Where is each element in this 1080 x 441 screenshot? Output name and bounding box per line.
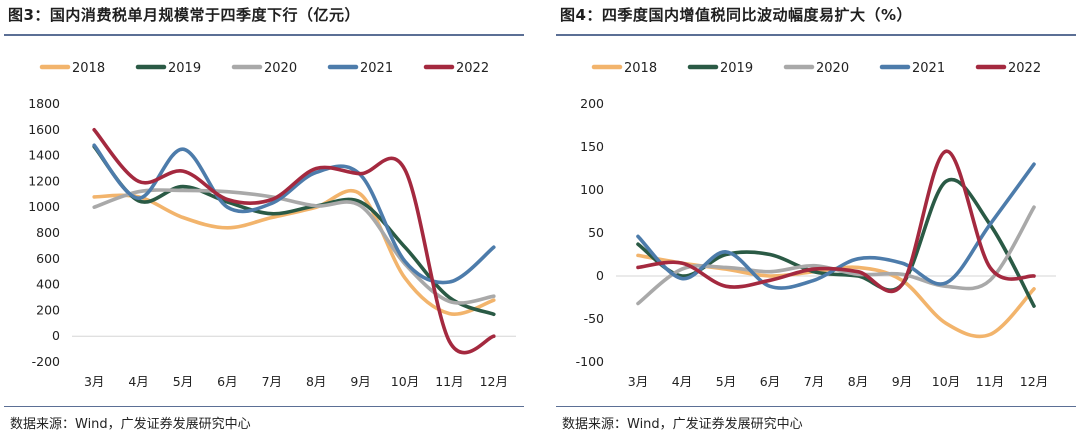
line-chart-vat-yoy: 2018 2019 2020 2021 2022 -100 -50 0 50 100 150 200 3…	[576, 61, 1056, 389]
chart-title: 图3：国内消费税单月规模常于四季度下行（亿元）	[8, 6, 360, 24]
title-divider	[4, 34, 524, 36]
y-tick-label: 1200	[28, 173, 60, 188]
y-tick-label: -200	[32, 354, 60, 369]
chart-panel-consumption-tax: 图3：国内消费税单月规模常于四季度下行（亿元） 2018 2019 2020 2021…	[4, 0, 524, 441]
y-tick-label: 1800	[28, 96, 60, 111]
series-line-2022	[92, 128, 496, 355]
chart-title: 图4：四季度国内增值税同比波动幅度易扩大（%）	[560, 6, 912, 24]
x-tick-label: 9月	[892, 374, 912, 389]
y-tick-label: 600	[36, 251, 60, 266]
footer-divider	[556, 406, 1076, 407]
x-tick-label: 10月	[391, 374, 419, 389]
legend-label-2019: 2019	[168, 61, 201, 76]
legend-label-2020: 2020	[816, 61, 849, 76]
x-tick-label: 4月	[128, 374, 148, 389]
line-chart-consumption-tax: 2018 2019 2020 2021 2022 -200 0 200 400 600 800 100…	[28, 61, 516, 389]
legend-label-2022: 2022	[456, 61, 489, 76]
legend-label-2018: 2018	[624, 61, 657, 76]
y-tick-label: 0	[596, 268, 604, 283]
x-tick-label: 12月	[1020, 374, 1048, 389]
y-tick-label: 200	[36, 302, 60, 317]
x-tick-label: 6月	[217, 374, 237, 389]
source-note: 数据来源：Wind，广发证券发展研究中心	[10, 417, 251, 432]
footer-divider	[4, 406, 524, 407]
x-tick-label: 8月	[848, 374, 868, 389]
x-tick-label: 7月	[262, 374, 282, 389]
x-tick-label: 7月	[804, 374, 824, 389]
x-tick-label: 6月	[760, 374, 780, 389]
y-tick-label: -100	[576, 354, 604, 369]
legend-label-2019: 2019	[720, 61, 753, 76]
x-tick-label: 12月	[480, 374, 508, 389]
x-tick-label: 3月	[84, 374, 104, 389]
x-tick-label: 5月	[716, 374, 736, 389]
source-note: 数据来源：Wind，广发证券发展研究中心	[562, 417, 803, 432]
legend-label-2021: 2021	[360, 61, 393, 76]
legend-label-2020: 2020	[264, 61, 297, 76]
chart-panel-vat: 图4：四季度国内增值税同比波动幅度易扩大（%） 2018 2019 2020 2021…	[556, 0, 1076, 441]
series-line-2020	[92, 188, 496, 305]
y-tick-label: 1400	[28, 148, 60, 163]
legend-label-2022: 2022	[1008, 61, 1041, 76]
x-tick-label: 4月	[672, 374, 692, 389]
y-tick-label: 100	[580, 182, 604, 197]
y-tick-label: 50	[588, 225, 604, 240]
x-tick-label: 10月	[932, 374, 960, 389]
x-tick-label: 3月	[628, 374, 648, 389]
y-tick-label: 150	[580, 139, 604, 154]
legend-label-2021: 2021	[912, 61, 945, 76]
y-tick-label: -50	[584, 311, 604, 326]
y-tick-label: 800	[36, 225, 60, 240]
legend-label-2018: 2018	[72, 61, 105, 76]
series-line-2021	[636, 162, 1036, 290]
x-tick-label: 11月	[976, 374, 1004, 389]
y-tick-label: 0	[52, 328, 60, 343]
y-tick-label: 400	[36, 277, 60, 292]
x-tick-label: 11月	[435, 374, 463, 389]
series-line-2018	[92, 188, 496, 316]
x-tick-label: 9月	[350, 374, 370, 389]
title-divider	[556, 34, 1076, 36]
x-tick-label: 5月	[173, 374, 193, 389]
y-tick-label: 1000	[28, 199, 60, 214]
x-tick-label: 8月	[306, 374, 326, 389]
series-line-2019	[92, 144, 496, 317]
series-line-2022	[636, 149, 1036, 294]
series-line-2019	[636, 177, 1036, 308]
y-tick-label: 200	[580, 96, 604, 111]
y-tick-label: 1600	[28, 122, 60, 137]
